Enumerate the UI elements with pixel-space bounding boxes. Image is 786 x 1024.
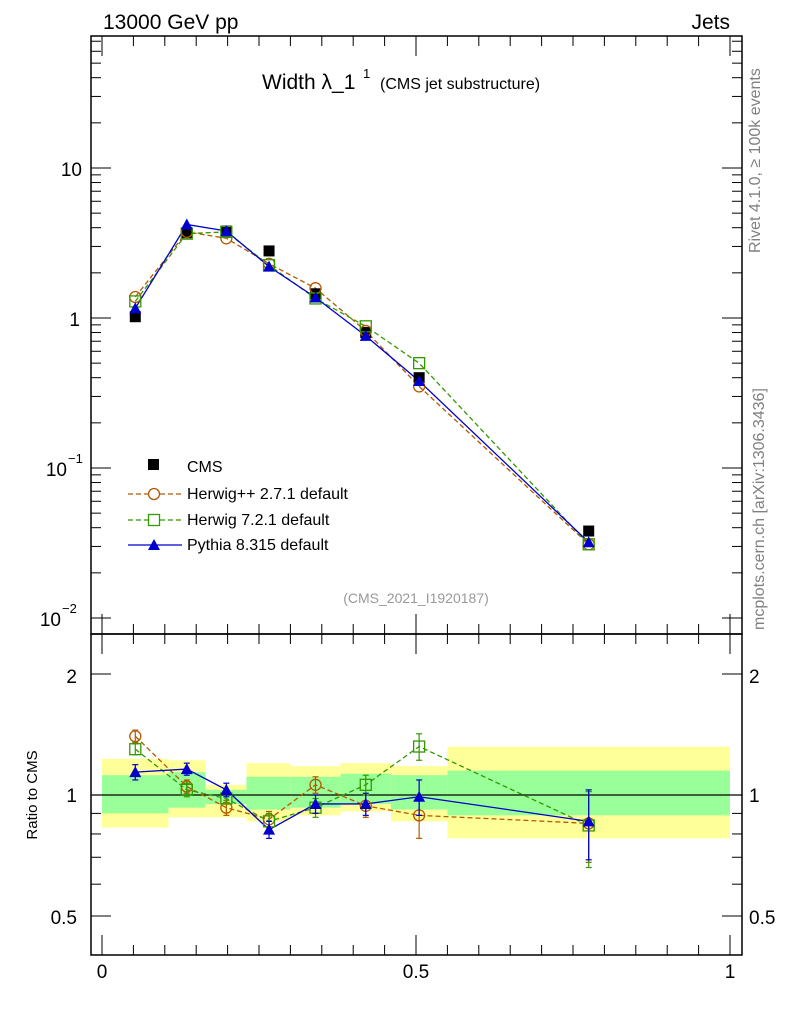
ratio-frame (90, 633, 743, 956)
ytick-10: 10 (61, 160, 82, 181)
ratio-point-pythia-8-315-default (129, 766, 142, 778)
ratio-ytick-2-left: 2 (66, 667, 77, 688)
legend-marker-pythia (148, 539, 160, 550)
ratio-point-herwig-2-7-1-default (309, 778, 322, 791)
main-axis-ticks (91, 36, 742, 634)
plot-subtitle: (CMS jet substructure) (380, 76, 540, 93)
ratio-ytick-0.5-right: 0.5 (749, 908, 775, 929)
legend-marker-herwigpp (147, 487, 161, 501)
ratio-ytick-0.5-left: 0.5 (51, 908, 77, 929)
main-series-lines (134, 223, 590, 545)
main-point-pythia-8-315-default (129, 302, 142, 314)
plot-title-superscript: 1 (363, 66, 370, 81)
xtick-0.5: 0.5 (403, 962, 429, 983)
ratio-point-pythia-8-315-default (582, 815, 595, 827)
main-point-cms (129, 311, 141, 323)
band-stat-uncertainty (102, 775, 169, 814)
legend-marker-cms (148, 459, 159, 470)
main-point-herwig-7-2-1-default (412, 357, 426, 370)
xtick-1: 1 (725, 962, 736, 983)
main-panel: Width λ_1 1 (CMS jet substructure) 10 1 … (40, 35, 743, 635)
ratio-point-herwig-7-2-1-default (359, 778, 372, 791)
legend-label-herwigpp: Herwig++ 2.7.1 default (187, 486, 349, 503)
ytick-0.1-exp: −1 (68, 451, 83, 466)
ratio-line-herwig-7-2-1-default (134, 745, 589, 827)
ytick-0.01-base: 10 (40, 610, 61, 631)
main-point-pythia-8-315-default (220, 225, 233, 237)
main-point-pythia-8-315-default (180, 218, 193, 230)
main-point-pythia-8-315-default (359, 329, 372, 341)
xtick-0: 0 (97, 962, 108, 983)
legend-label-pythia: Pythia 8.315 default (187, 537, 329, 554)
legend: CMS Herwig++ 2.7.1 default Herwig 7.2.1 … (128, 459, 349, 554)
legend-marker-herwig7 (147, 513, 161, 527)
rivet-label: Rivet 4.1.0, ≥ 100k events (747, 68, 764, 253)
main-point-pythia-8-315-default (582, 536, 595, 548)
ratio-point-herwig-7-2-1-default (412, 740, 426, 753)
main-point-cms (181, 227, 193, 239)
ratio-series-lines (134, 735, 589, 831)
header-right: Jets (691, 11, 730, 34)
ratio-point-pythia-8-315-default (309, 797, 322, 809)
main-point-pythia-8-315-default (413, 375, 426, 387)
legend-label-herwig7: Herwig 7.2.1 default (187, 512, 330, 529)
main-point-pythia-8-315-default (309, 291, 322, 303)
ratio-point-herwig-7-2-1-default (129, 743, 142, 756)
ratio-point-herwig-2-7-1-default (129, 730, 142, 743)
main-point-cms (583, 525, 595, 537)
ratio-point-pythia-8-315-default (413, 790, 426, 802)
analysis-id: (CMS_2021_I1920187) (343, 590, 489, 606)
ratio-point-pythia-8-315-default (220, 783, 233, 795)
ratio-ylabel: Ratio to CMS (24, 750, 41, 839)
ratio-point-pythia-8-315-default (359, 797, 372, 809)
ytick-0.1-base: 10 (46, 460, 67, 481)
main-line-herwig-7-2-1-default (134, 231, 590, 545)
ratio-series-markers (129, 729, 595, 869)
header-left: 13000 GeV pp (103, 11, 238, 34)
ratio-ytick-1-right: 1 (749, 786, 760, 807)
legend-label-cms: CMS (187, 459, 223, 476)
main-line-pythia-8-315-default (134, 223, 590, 543)
main-series-markers (129, 218, 595, 551)
main-point-pythia-8-315-default (263, 260, 276, 272)
ytick-0.01-exp: −2 (62, 601, 77, 616)
ratio-point-pythia-8-315-default (180, 763, 193, 775)
band-stat-uncertainty (246, 776, 291, 810)
ratio-ytick-1-left: 1 (66, 786, 77, 807)
ytick-1: 1 (69, 310, 80, 331)
ratio-point-pythia-8-315-default (263, 823, 276, 835)
ratio-axis-ticks (91, 634, 742, 956)
main-point-cms (263, 245, 275, 257)
mcplots-label: mcplots.cern.ch [arXiv:1306.3436] (751, 388, 768, 630)
ratio-line-pythia-8-315-default (135, 768, 589, 831)
plot-title: Width λ_1 (262, 71, 355, 94)
ratio-point-herwig-7-2-1-default (180, 783, 193, 796)
ratio-panel: 2 1 0.5 2 1 0.5 Ratio to CMS 0 0.5 1 (24, 633, 775, 983)
ratio-ytick-2-right: 2 (749, 667, 760, 688)
